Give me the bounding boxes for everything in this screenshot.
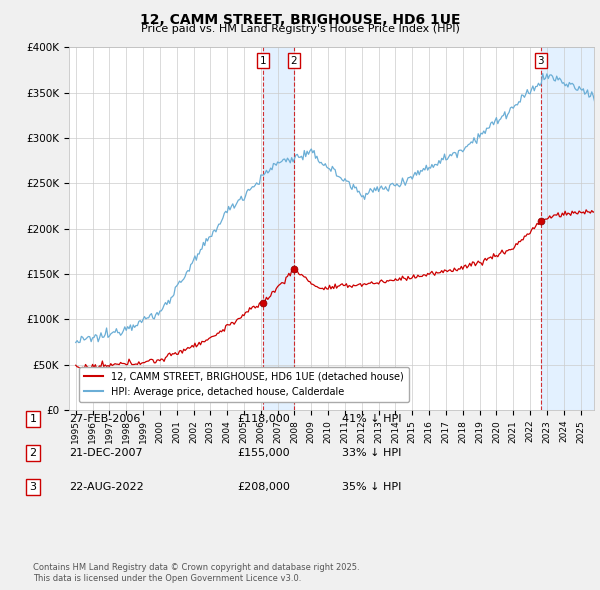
- Text: 35% ↓ HPI: 35% ↓ HPI: [342, 483, 401, 492]
- Text: 2: 2: [290, 56, 297, 66]
- Text: 1: 1: [260, 56, 266, 66]
- Text: 22-AUG-2022: 22-AUG-2022: [69, 483, 144, 492]
- Text: 12, CAMM STREET, BRIGHOUSE, HD6 1UE: 12, CAMM STREET, BRIGHOUSE, HD6 1UE: [140, 13, 460, 27]
- Text: 3: 3: [29, 483, 37, 492]
- Text: £118,000: £118,000: [237, 414, 290, 424]
- Text: 27-FEB-2006: 27-FEB-2006: [69, 414, 140, 424]
- Text: £155,000: £155,000: [237, 448, 290, 458]
- Text: 1: 1: [29, 414, 37, 424]
- Text: 2: 2: [29, 448, 37, 458]
- Text: 21-DEC-2007: 21-DEC-2007: [69, 448, 143, 458]
- Legend: 12, CAMM STREET, BRIGHOUSE, HD6 1UE (detached house), HPI: Average price, detach: 12, CAMM STREET, BRIGHOUSE, HD6 1UE (det…: [79, 367, 409, 402]
- Text: Contains HM Land Registry data © Crown copyright and database right 2025.: Contains HM Land Registry data © Crown c…: [33, 563, 359, 572]
- Bar: [541, 47, 594, 410]
- Text: 33% ↓ HPI: 33% ↓ HPI: [342, 448, 401, 458]
- Text: £208,000: £208,000: [237, 483, 290, 492]
- Text: 3: 3: [538, 56, 544, 66]
- Text: Price paid vs. HM Land Registry's House Price Index (HPI): Price paid vs. HM Land Registry's House …: [140, 24, 460, 34]
- Text: 41% ↓ HPI: 41% ↓ HPI: [342, 414, 401, 424]
- Bar: [263, 47, 294, 410]
- Text: This data is licensed under the Open Government Licence v3.0.: This data is licensed under the Open Gov…: [33, 573, 301, 583]
